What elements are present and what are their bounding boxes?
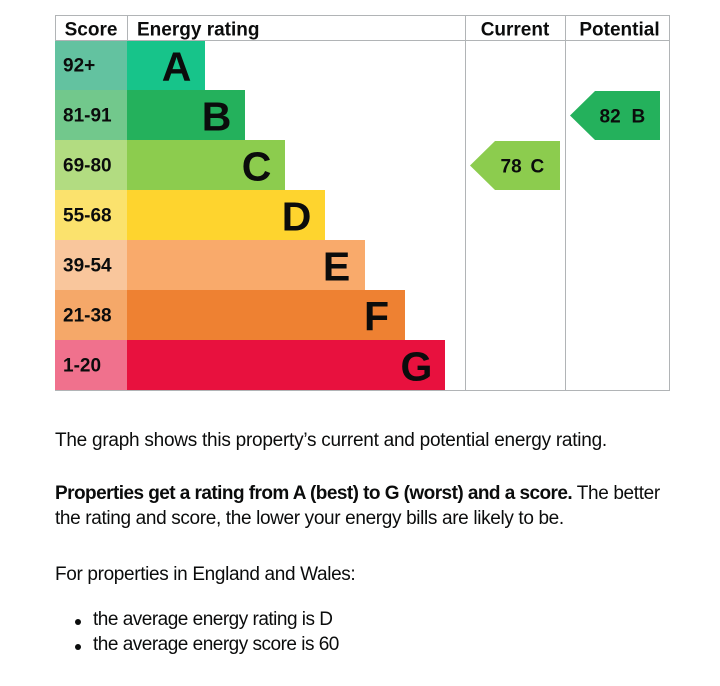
svg-text:Energy rating: Energy rating	[137, 20, 259, 41]
svg-text:21-38: 21-38	[63, 306, 112, 327]
svg-text:Score: Score	[65, 20, 118, 41]
svg-text:C: C	[531, 157, 545, 178]
svg-text:82: 82	[600, 107, 621, 128]
svg-text:Potential: Potential	[579, 20, 659, 41]
svg-text:E: E	[323, 244, 350, 290]
svg-text:D: D	[282, 194, 312, 240]
svg-text:1-20: 1-20	[63, 356, 101, 377]
svg-text:A: A	[162, 44, 192, 90]
svg-text:92+: 92+	[63, 56, 95, 77]
svg-text:55-68: 55-68	[63, 206, 112, 227]
svg-text:G: G	[401, 344, 433, 390]
svg-text:Current: Current	[481, 20, 550, 41]
svg-text:69-80: 69-80	[63, 156, 112, 177]
svg-text:F: F	[364, 294, 389, 340]
svg-text:39-54: 39-54	[63, 256, 112, 277]
svg-text:81-91: 81-91	[63, 106, 112, 127]
svg-text:B: B	[632, 107, 646, 128]
svg-text:78: 78	[501, 157, 522, 178]
svg-text:C: C	[242, 144, 272, 190]
svg-text:B: B	[202, 94, 232, 140]
